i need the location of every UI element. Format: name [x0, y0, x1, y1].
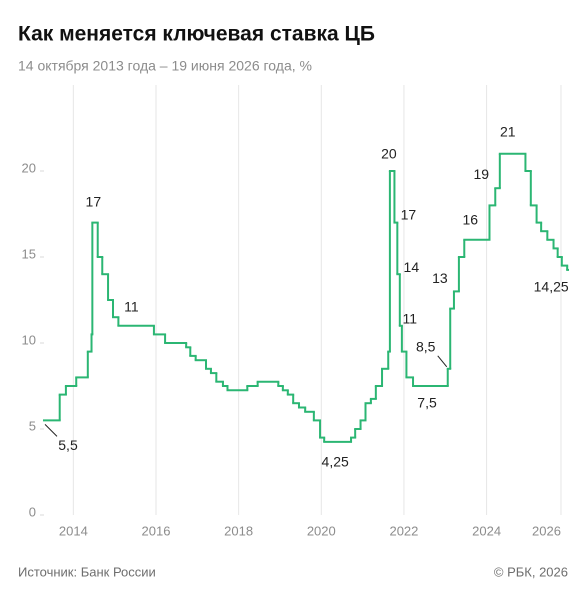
- annotation: 8,5: [416, 339, 436, 355]
- annotation: 5,5: [58, 437, 78, 453]
- annotation: 11: [403, 311, 418, 327]
- annotation: 13: [432, 270, 448, 286]
- x-tick-label: 2020: [307, 523, 336, 538]
- y-tick-label: 0: [29, 504, 36, 519]
- x-tick-label: 2024: [472, 523, 501, 538]
- annotation: 17: [401, 206, 417, 222]
- y-tick-label: 20: [22, 160, 36, 175]
- annotation: 4,25: [322, 454, 349, 470]
- source: Источник: Банк России: [18, 564, 156, 579]
- annotation: 11: [124, 299, 139, 315]
- annotation: 7,5: [417, 395, 437, 411]
- annotation: 17: [86, 193, 102, 209]
- y-tick-label: 5: [29, 418, 36, 433]
- x-tick-label: 2022: [389, 523, 418, 538]
- y-tick-label: 10: [22, 332, 36, 347]
- x-tick-label: 2014: [59, 523, 88, 538]
- chart-subtitle: 14 октября 2013 года – 19 июня 2026 года…: [18, 58, 312, 74]
- annotation: 21: [500, 124, 516, 140]
- annotation: 14: [404, 259, 420, 275]
- y-tick-label: 15: [22, 246, 36, 261]
- annotation: 19: [473, 166, 489, 182]
- annotation: 20: [381, 146, 397, 162]
- leader-line: [44, 424, 58, 437]
- annotation: 16: [462, 212, 478, 228]
- x-tick-label: 2026: [532, 523, 561, 538]
- annotation: 14,25: [534, 279, 569, 295]
- x-tick-label: 2018: [224, 523, 253, 538]
- chart-title: Как меняется ключевая ставка ЦБ: [18, 23, 375, 46]
- credit: © РБК, 2026: [494, 564, 568, 579]
- leader-line: [437, 355, 448, 368]
- x-tick-label: 2016: [142, 523, 171, 538]
